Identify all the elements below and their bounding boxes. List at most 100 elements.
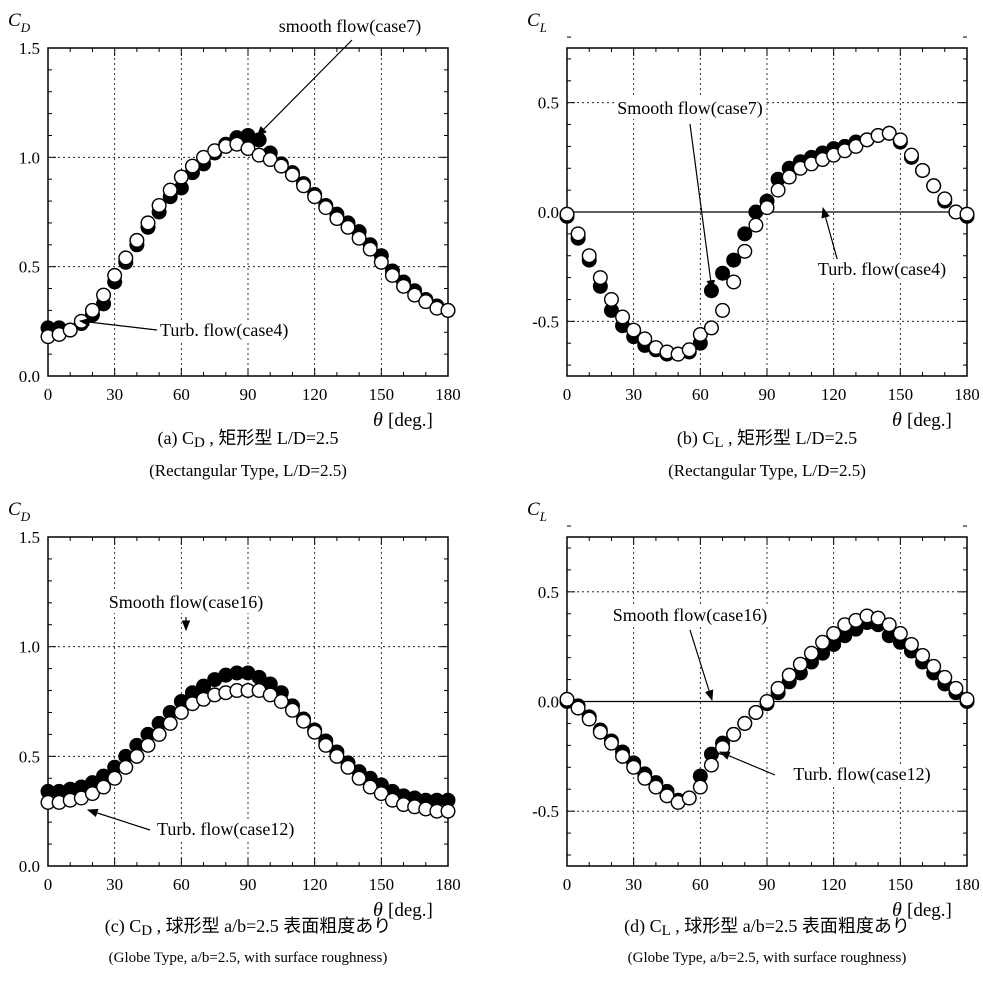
annotation-arrow: [78, 317, 158, 331]
data-point-open: [715, 740, 731, 756]
annotation-label: Smooth flow(case16): [109, 592, 263, 613]
data-point-open: [407, 287, 423, 303]
y-tick-label: 1.0: [19, 148, 40, 167]
data-point-open: [592, 270, 608, 286]
x-tick-label: 60: [692, 875, 709, 894]
data-point-open: [62, 322, 78, 338]
data-point-open: [703, 320, 719, 336]
x-tick-label: 180: [435, 385, 461, 404]
caption-sub: L: [662, 923, 671, 939]
x-tick-label: 60: [173, 875, 190, 894]
data-point-open: [715, 302, 731, 318]
data-point-open: [107, 770, 123, 786]
data-point-open: [296, 178, 312, 194]
data-point-open: [262, 687, 278, 703]
data-point-open: [603, 735, 619, 751]
data-point-open: [581, 711, 597, 727]
annotation-bg: [815, 259, 949, 280]
data-point-open: [848, 138, 864, 154]
data-point-filled: [737, 226, 753, 242]
y-axis-label-sub: L: [539, 20, 547, 35]
x-tick-label: 30: [625, 385, 642, 404]
caption-line2: (Rectangular Type, L/D=2.5): [149, 461, 347, 480]
data-point-open: [284, 702, 300, 718]
data-point-open: [351, 230, 367, 246]
x-tick-label: 150: [888, 875, 914, 894]
data-point-open: [759, 694, 775, 710]
data-point-open: [559, 691, 575, 707]
annotation-label: Turb. flow(case4): [160, 320, 288, 341]
y-axis-label-main: C: [527, 499, 540, 520]
y-tick-label: 0.5: [538, 583, 559, 602]
data-point-open: [118, 759, 134, 775]
data-point-open: [915, 647, 931, 663]
y-axis-label: CD: [8, 10, 31, 35]
x-tick-label: 60: [173, 385, 190, 404]
x-tick-label: 120: [302, 385, 328, 404]
data-point-open: [307, 189, 323, 205]
x-tick-label: 180: [954, 875, 980, 894]
data-point-open: [351, 770, 367, 786]
data-point-open: [329, 211, 345, 227]
data-point-open: [340, 759, 356, 775]
annotation-bg: [155, 819, 297, 840]
y-axis-label: CD: [8, 499, 31, 524]
x-tick-label: 180: [954, 385, 980, 404]
y-tick-label: 0.0: [19, 857, 40, 876]
data-point-open: [129, 748, 145, 764]
data-point-open: [162, 182, 178, 198]
x-tick-label: 0: [44, 385, 53, 404]
y-tick-label: 1.5: [19, 39, 40, 58]
data-point-open: [570, 700, 586, 716]
caption-prefix: (d) C: [624, 916, 662, 937]
data-point-open: [329, 748, 345, 764]
x-axis-unit: [deg.]: [907, 410, 952, 431]
data-point-open: [659, 788, 675, 804]
data-point-open: [815, 634, 831, 650]
y-tick-label: 1.5: [19, 528, 40, 547]
data-point-open: [262, 152, 278, 168]
data-point-open: [440, 803, 456, 819]
caption-rest: , 球形型 a/b=2.5 表面粗度あり: [152, 916, 391, 936]
data-point-open: [915, 162, 931, 178]
data-point-open: [84, 302, 100, 318]
y-tick-label: 0.5: [19, 747, 40, 766]
annotation-arrow: [256, 39, 353, 137]
annotation-arrow: [86, 808, 151, 831]
caption-line2: (Globe Type, a/b=2.5, with surface rough…: [109, 950, 388, 966]
y-tick-label: -0.5: [532, 802, 559, 821]
data-point-filled: [715, 265, 731, 281]
x-tick-label: 90: [759, 385, 776, 404]
data-point-open: [581, 248, 597, 264]
x-axis-unit: [deg.]: [388, 900, 433, 921]
x-tick-label: 120: [821, 385, 847, 404]
data-point-open: [240, 141, 256, 157]
annotation-bg: [276, 16, 424, 37]
data-point-open: [140, 737, 156, 753]
annotation-label: Smooth flow(case16): [613, 605, 767, 626]
data-point-open: [692, 326, 708, 342]
x-tick-label: 120: [821, 875, 847, 894]
annotation-bg: [610, 605, 770, 626]
data-point-open: [781, 169, 797, 185]
data-point-open: [737, 715, 753, 731]
data-point-open: [559, 206, 575, 222]
y-axis-label-sub: L: [539, 509, 547, 524]
data-point-open: [726, 274, 742, 290]
annotation-label: Turb. flow(case4): [818, 259, 946, 280]
x-tick-label: 0: [563, 875, 572, 894]
data-point-open: [307, 724, 323, 740]
y-tick-label: 0.0: [538, 693, 559, 712]
data-point-open: [681, 790, 697, 806]
data-point-open: [140, 215, 156, 231]
x-tick-label: 150: [888, 385, 914, 404]
x-tick-label: 180: [435, 875, 461, 894]
caption-sub: D: [194, 435, 205, 451]
data-point-open: [96, 287, 112, 303]
data-point-open: [615, 748, 631, 764]
data-point-open: [692, 779, 708, 795]
data-point-open: [151, 726, 167, 742]
